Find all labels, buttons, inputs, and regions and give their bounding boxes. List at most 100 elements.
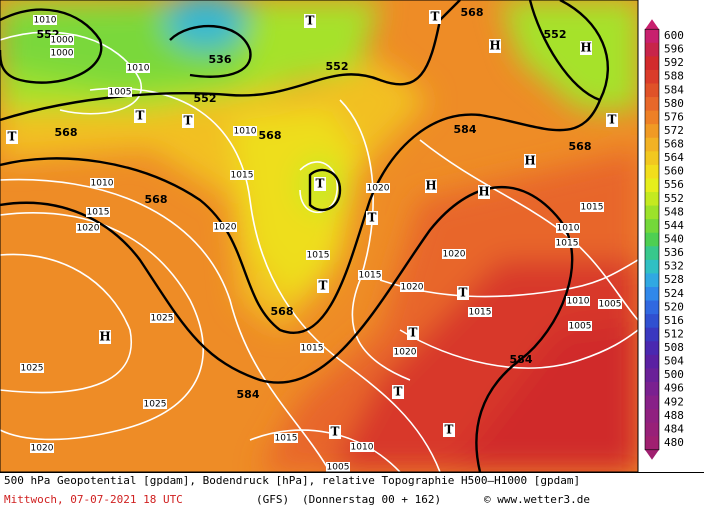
isobar-label: 1020 <box>394 348 417 358</box>
isobar-label: 1015 <box>469 308 492 318</box>
isobar-label: 1005 <box>569 322 592 332</box>
colorbar-label: 596 <box>664 43 684 56</box>
center-bg <box>317 279 329 293</box>
colorbar-label: 484 <box>664 422 684 435</box>
colorbar-label: 500 <box>664 368 684 381</box>
isobar-label-bg <box>400 282 424 292</box>
colorbar-swatch <box>645 395 659 410</box>
isobar-label: 1010 <box>351 443 374 453</box>
center-bg <box>392 385 404 399</box>
colorbar-swatch <box>645 259 659 274</box>
footer-run: (Donnerstag 00 + 162) <box>302 493 441 506</box>
isobar-label-bg <box>126 63 150 73</box>
colorbar-label: 564 <box>664 151 684 164</box>
center-bg <box>182 114 194 128</box>
colorbar-label: 600 <box>664 29 684 42</box>
isobar-label: 1015 <box>231 171 254 181</box>
colorbar: 6005965925885845805765725685645605565525… <box>644 19 684 460</box>
colorbar-label: 508 <box>664 341 684 354</box>
isobars <box>0 31 638 472</box>
isobar-label: 1025 <box>144 400 167 410</box>
colorbar-swatch <box>645 246 659 261</box>
isobar-label-bg <box>580 202 604 212</box>
geopotential-label: 584 <box>454 123 477 136</box>
pressure-center: H <box>489 39 500 53</box>
colorbar-label: 512 <box>664 327 684 340</box>
isobar-label-bg <box>233 126 257 136</box>
colorbar-label: 552 <box>664 192 684 205</box>
colorbar-label: 528 <box>664 273 684 286</box>
geopotential-label: 552 <box>326 60 349 73</box>
geopotential-label: 568 <box>145 193 168 206</box>
isobar-label: 1010 <box>34 16 57 26</box>
pressure-center: H <box>524 154 535 168</box>
isobar-label: 1015 <box>301 344 324 354</box>
center-bg <box>304 14 316 28</box>
pressure-center: T <box>459 286 468 300</box>
footer-credit: © www.wetter3.de <box>484 493 590 506</box>
isobar-label-bg <box>556 223 580 233</box>
center-bg <box>99 330 111 344</box>
pressure-center: T <box>319 279 328 293</box>
pressure-center: T <box>368 211 377 225</box>
isobar-label-bg <box>306 250 330 260</box>
center-bg <box>489 39 501 53</box>
colorbar-swatch <box>645 286 659 302</box>
isobar-label-bg <box>30 443 54 453</box>
geopotential-label: 552 <box>194 92 217 105</box>
isobar-label-bg <box>33 15 57 25</box>
isobar-label-bg <box>555 238 579 248</box>
colorbar-frame <box>644 28 660 451</box>
isobar-label-bg <box>326 462 350 472</box>
isobar-label: 1010 <box>557 224 580 234</box>
isobar-label-bg <box>568 321 592 331</box>
colorbar-swatch <box>645 164 659 179</box>
isobar-label-bg <box>598 299 622 309</box>
isobar-label-bg <box>230 170 254 180</box>
colorbar-swatch <box>645 83 659 98</box>
map-background <box>0 0 638 472</box>
pressure-center: T <box>445 423 454 437</box>
footer-model: (GFS) <box>256 493 289 506</box>
isobar-label: 1010 <box>567 297 590 307</box>
center-bg <box>429 10 441 24</box>
colorbar-swatch <box>645 232 659 247</box>
center-bg <box>6 130 18 144</box>
colorbar-swatch <box>645 327 659 342</box>
footer-date: Mittwoch, 07-07-2021 18 UTC <box>4 493 183 506</box>
geopotential-label: 584 <box>237 388 260 401</box>
isobar-label: 1020 <box>443 250 466 260</box>
center-bg <box>580 41 592 55</box>
footer-title: 500 hPa Geopotential [gpdam], Bodendruck… <box>4 474 580 487</box>
pressure-center: T <box>136 109 145 123</box>
colorbar-label: 532 <box>664 260 684 273</box>
isobar-label: 1000 <box>51 49 74 59</box>
colorbar-label: 588 <box>664 70 684 83</box>
isobar-label: 1015 <box>307 251 330 261</box>
isobar-label: 1005 <box>327 463 350 473</box>
colorbar-label: 516 <box>664 314 684 327</box>
colorbar-label: 488 <box>664 409 684 422</box>
colorbar-swatch <box>645 124 659 139</box>
center-bg <box>478 185 490 199</box>
isobar-label-bg <box>366 183 390 193</box>
isobar-label-bg <box>213 222 237 232</box>
colorbar-swatch <box>645 422 659 437</box>
colorbar-swatch <box>645 436 659 451</box>
isobar-label: 1005 <box>599 300 622 310</box>
colorbar-swatch <box>645 97 659 112</box>
colorbar-label: 496 <box>664 382 684 395</box>
colorbar-label: 568 <box>664 138 684 151</box>
pressure-center: H <box>425 179 436 193</box>
colorbar-label: 524 <box>664 287 684 300</box>
center-bg <box>314 177 326 191</box>
pressure-center: H <box>478 185 489 199</box>
colorbar-swatch <box>645 341 659 356</box>
center-bg <box>443 423 455 437</box>
isobar-label: 1020 <box>77 224 100 234</box>
colorbar-swatch <box>645 273 659 288</box>
colorbar-label: 592 <box>664 56 684 69</box>
colorbar-label: 480 <box>664 436 684 449</box>
